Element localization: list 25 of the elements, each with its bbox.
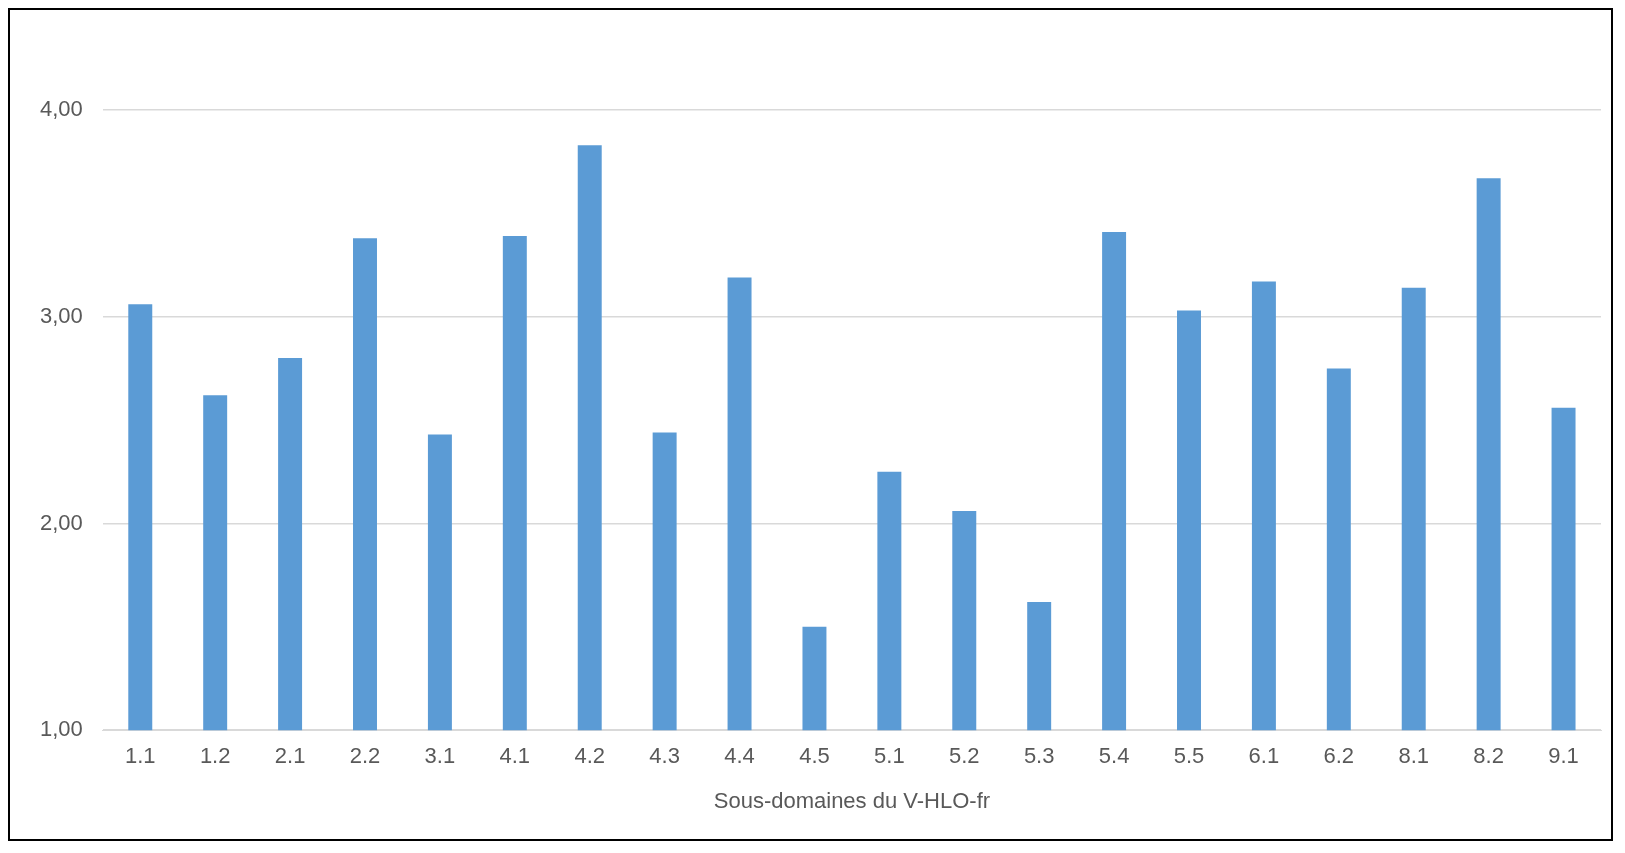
- y-tick-label: 3,00: [39, 302, 83, 328]
- x-tick-label: 3.1: [424, 743, 456, 769]
- x-tick-label: 6.1: [1248, 743, 1280, 769]
- x-tick-label: 2.2: [349, 743, 381, 769]
- x-tick-label: 1.1: [124, 743, 156, 769]
- x-tick-label: 5.5: [1173, 743, 1205, 769]
- y-tick-label: 2,00: [39, 509, 83, 535]
- x-tick-label: 5.3: [1023, 743, 1055, 769]
- x-tick-label: 8.2: [1473, 743, 1504, 769]
- x-axis-title: Sous-domaines du V-HLO-fr: [713, 787, 991, 813]
- x-tick-label: 5.2: [948, 743, 980, 769]
- x-tick-label: 4.2: [574, 743, 606, 769]
- x-tick-label: 9.1: [1548, 743, 1579, 769]
- x-tick-label: 5.1: [874, 743, 905, 769]
- y-tick-label: 4,00: [39, 96, 83, 122]
- x-tick-label: 2.1: [274, 743, 306, 769]
- x-tick-label: 4.5: [799, 743, 830, 769]
- x-tick-label: 6.2: [1323, 743, 1355, 769]
- y-tick-label: 1,00: [39, 716, 83, 742]
- x-tick-label: 4.4: [724, 743, 755, 769]
- x-tick-label: 4.3: [649, 743, 680, 769]
- x-tick-label: 4.1: [499, 743, 531, 769]
- x-tick-label: 8.1: [1398, 743, 1430, 769]
- x-tick-label: 5.4: [1098, 743, 1130, 769]
- x-tick-label: 1.2: [199, 743, 231, 769]
